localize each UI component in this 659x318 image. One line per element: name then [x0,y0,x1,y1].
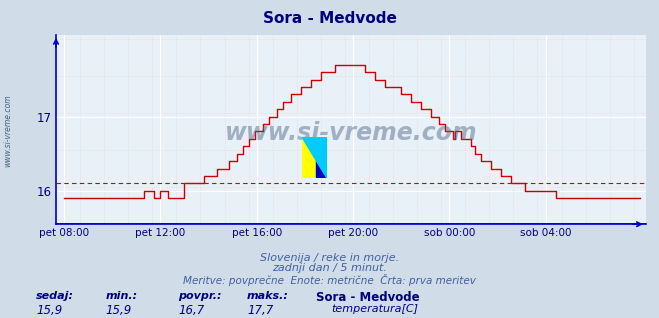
Text: 15,9: 15,9 [105,304,132,317]
Polygon shape [316,137,327,178]
Text: 15,9: 15,9 [36,304,63,317]
Text: zadnji dan / 5 minut.: zadnji dan / 5 minut. [272,263,387,273]
Text: sedaj:: sedaj: [36,291,74,301]
Text: 16,7: 16,7 [178,304,204,317]
Text: 17,7: 17,7 [247,304,273,317]
Text: Meritve: povprečne  Enote: metrične  Črta: prva meritev: Meritve: povprečne Enote: metrične Črta:… [183,274,476,286]
Text: povpr.:: povpr.: [178,291,221,301]
Polygon shape [302,137,327,178]
Polygon shape [302,137,316,178]
Text: Sora - Medvode: Sora - Medvode [262,11,397,26]
Text: Slovenija / reke in morje.: Slovenija / reke in morje. [260,253,399,263]
Text: temperatura[C]: temperatura[C] [331,304,418,314]
Text: maks.:: maks.: [247,291,289,301]
Text: min.:: min.: [105,291,138,301]
Text: www.si-vreme.com: www.si-vreme.com [3,94,13,167]
Text: Sora - Medvode: Sora - Medvode [316,291,420,304]
Text: www.si-vreme.com: www.si-vreme.com [225,121,477,145]
